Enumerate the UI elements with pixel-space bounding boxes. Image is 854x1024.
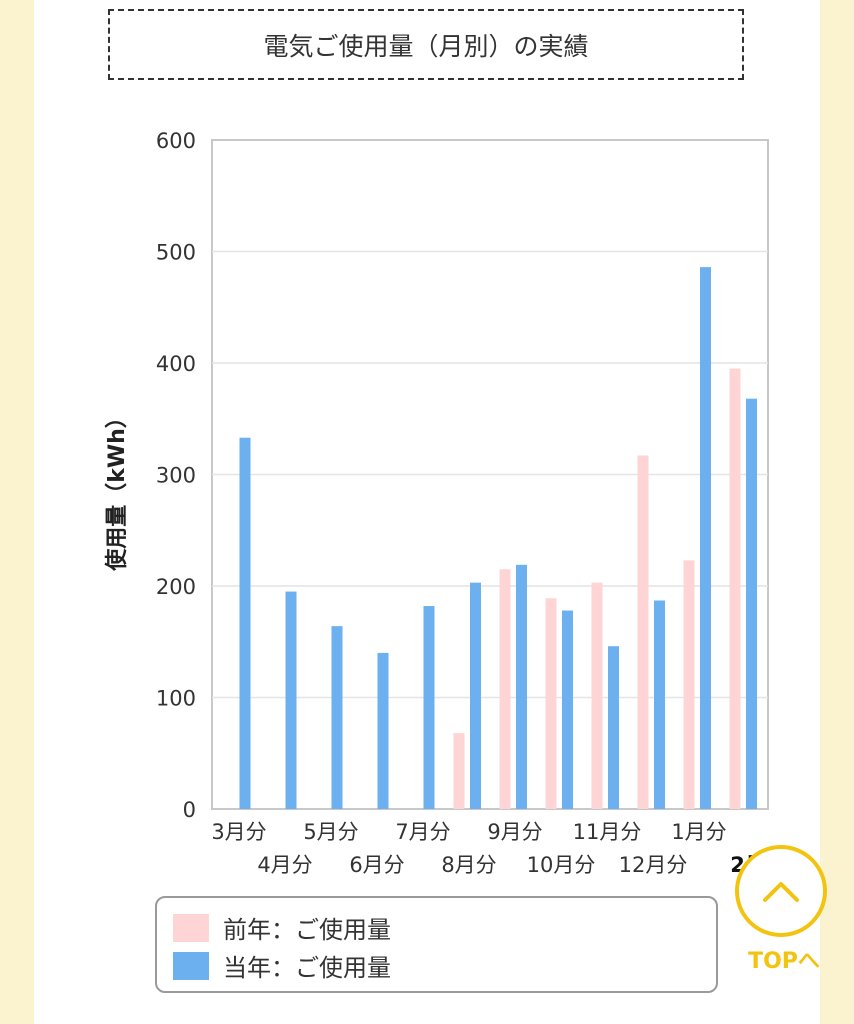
x-tick-label: 10月分	[527, 853, 596, 877]
x-tick-label: 7月分	[395, 820, 450, 844]
back-to-top-button[interactable]: TOPへ	[731, 845, 831, 975]
legend-swatch-previous	[173, 913, 209, 942]
x-tick-label: 4月分	[257, 853, 312, 877]
chart-legend: 前年：ご使用量 当年：ご使用量	[155, 896, 718, 993]
y-tick-label: 300	[156, 464, 196, 488]
legend-label-previous: 前年：ご使用量	[223, 916, 391, 944]
bar-current-year	[239, 437, 251, 809]
bar-previous-year	[683, 560, 695, 809]
y-tick-label: 400	[156, 352, 196, 376]
y-tick-label: 600	[156, 129, 196, 153]
x-tick-label: 1月分	[671, 820, 726, 844]
bar-current-year	[700, 267, 711, 809]
bar-previous-year	[591, 582, 603, 809]
back-to-top-label[interactable]: TOPへ	[748, 949, 820, 974]
bar-current-year	[516, 564, 527, 809]
x-tick-label: 6月分	[349, 853, 404, 877]
chevron-up-icon	[763, 882, 799, 902]
top-circle[interactable]	[735, 845, 827, 937]
bar-previous-year	[729, 368, 741, 809]
x-tick-label: 12月分	[619, 853, 688, 877]
bar-current-year	[654, 600, 665, 809]
bar-previous-year	[453, 733, 465, 809]
bar-current-year	[470, 582, 481, 809]
x-tick-label: 5月分	[303, 820, 358, 844]
bar-previous-year	[545, 598, 557, 809]
bar-current-year	[377, 652, 389, 809]
bar-previous-year	[499, 569, 511, 809]
bar-current-year	[285, 591, 297, 809]
x-tick-label: 11月分	[573, 820, 642, 844]
bar-current-year	[331, 626, 343, 809]
y-axis-label: 使用量（kWh）	[105, 406, 130, 572]
y-tick-label: 100	[156, 687, 196, 711]
bar-current-year	[608, 646, 619, 809]
x-tick-label: 3月分	[211, 820, 266, 844]
bar-current-year	[562, 610, 573, 809]
bar-current-year	[746, 398, 757, 809]
y-tick-label: 500	[156, 241, 196, 265]
bar-previous-year	[637, 455, 649, 809]
y-tick-label: 200	[156, 575, 196, 599]
chart-title: 電気ご使用量（月別）の実績	[108, 9, 744, 80]
legend-current-year: 当年：ご使用量	[173, 948, 391, 983]
legend-label-current: 当年：ご使用量	[223, 954, 391, 982]
legend-previous-year: 前年：ご使用量	[173, 910, 391, 945]
y-tick-label: 0	[183, 798, 196, 822]
bar-current-year	[423, 606, 435, 809]
legend-swatch-current	[173, 951, 209, 980]
x-tick-label: 8月分	[441, 853, 496, 877]
x-tick-label: 9月分	[487, 820, 542, 844]
